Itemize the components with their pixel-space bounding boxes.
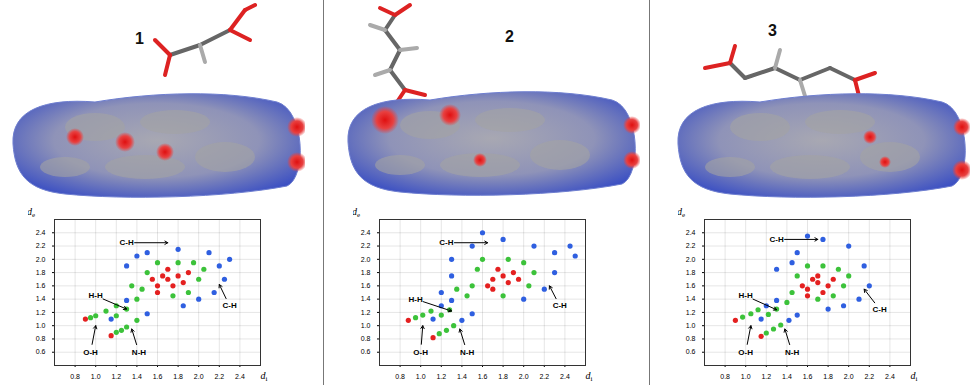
svg-text:de: de [28, 206, 35, 219]
svg-text:1.0: 1.0 [91, 373, 101, 380]
svg-text:2.4: 2.4 [560, 373, 570, 380]
svg-text:2.0: 2.0 [844, 373, 854, 380]
svg-text:2.2: 2.2 [539, 373, 549, 380]
svg-text:0.8: 0.8 [720, 373, 730, 380]
svg-text:N-H: N-H [132, 348, 146, 357]
svg-text:2.4: 2.4 [361, 229, 371, 236]
svg-text:di: di [261, 370, 268, 383]
svg-text:1.8: 1.8 [173, 373, 183, 380]
svg-text:di: di [586, 370, 593, 383]
svg-text:0.6: 0.6 [361, 348, 371, 355]
svg-text:2.0: 2.0 [36, 256, 46, 263]
svg-text:2.4: 2.4 [885, 373, 895, 380]
svg-text:1.4: 1.4 [361, 295, 371, 302]
svg-text:1.8: 1.8 [823, 373, 833, 380]
svg-text:1.8: 1.8 [361, 269, 371, 276]
svg-text:0.8: 0.8 [395, 373, 405, 380]
svg-text:1.4: 1.4 [132, 373, 142, 380]
svg-text:C-H: C-H [553, 301, 567, 310]
svg-text:0.8: 0.8 [36, 335, 46, 342]
svg-text:1.8: 1.8 [498, 373, 508, 380]
svg-text:1.6: 1.6 [153, 373, 163, 380]
svg-text:2.4: 2.4 [36, 229, 46, 236]
svg-text:2.0: 2.0 [194, 373, 204, 380]
svg-text:H-H: H-H [739, 291, 753, 300]
svg-text:1.6: 1.6 [36, 282, 46, 289]
svg-text:1.2: 1.2 [111, 373, 121, 380]
html-text:2: 2 [505, 28, 514, 45]
svg-text:H-H: H-H [408, 295, 422, 304]
svg-text:1.0: 1.0 [361, 322, 371, 329]
svg-text:C-H: C-H [872, 305, 886, 314]
svg-text:C-H: C-H [769, 235, 783, 244]
svg-text:1.2: 1.2 [761, 373, 771, 380]
svg-text:N-H: N-H [785, 348, 799, 357]
svg-text:2.0: 2.0 [361, 256, 371, 263]
svg-text:1.6: 1.6 [686, 282, 696, 289]
svg-text:0.6: 0.6 [686, 348, 696, 355]
svg-text:de: de [678, 206, 685, 219]
svg-text:2.4: 2.4 [235, 373, 245, 380]
svg-text:0.8: 0.8 [70, 373, 80, 380]
svg-text:2.2: 2.2 [36, 242, 46, 249]
svg-text:O-H: O-H [738, 348, 753, 357]
svg-text:de: de [353, 206, 360, 219]
svg-text:1.0: 1.0 [416, 373, 426, 380]
svg-text:0.6: 0.6 [36, 348, 46, 355]
svg-text:1.6: 1.6 [361, 282, 371, 289]
svg-text:1.4: 1.4 [457, 373, 467, 380]
svg-text:O-H: O-H [83, 348, 98, 357]
svg-text:N-H: N-H [460, 348, 474, 357]
svg-text:1.0: 1.0 [741, 373, 751, 380]
svg-text:O-H: O-H [413, 348, 428, 357]
svg-text:1.2: 1.2 [36, 309, 46, 316]
svg-text:di: di [911, 370, 918, 383]
svg-text:1.4: 1.4 [686, 295, 696, 302]
svg-text:2.2: 2.2 [214, 373, 224, 380]
svg-text:2.4: 2.4 [686, 229, 696, 236]
svg-text:1.0: 1.0 [36, 322, 46, 329]
svg-text:1.4: 1.4 [782, 373, 792, 380]
svg-text:1.6: 1.6 [478, 373, 488, 380]
svg-text:H-H: H-H [89, 291, 103, 300]
svg-text:1.4: 1.4 [36, 295, 46, 302]
html-text:1: 1 [135, 30, 144, 47]
svg-text:2.2: 2.2 [361, 242, 371, 249]
svg-text:C-H: C-H [222, 301, 236, 310]
svg-text:2.2: 2.2 [686, 242, 696, 249]
svg-text:2.2: 2.2 [864, 373, 874, 380]
svg-text:2.0: 2.0 [519, 373, 529, 380]
svg-text:2.0: 2.0 [686, 256, 696, 263]
svg-text:1.2: 1.2 [361, 309, 371, 316]
svg-text:1.2: 1.2 [686, 309, 696, 316]
svg-text:1.0: 1.0 [686, 322, 696, 329]
svg-text:1.8: 1.8 [686, 269, 696, 276]
html-text:3: 3 [768, 22, 777, 39]
svg-text:0.8: 0.8 [686, 335, 696, 342]
svg-text:C-H: C-H [119, 238, 133, 247]
svg-text:1.8: 1.8 [36, 269, 46, 276]
svg-text:C-H: C-H [439, 238, 453, 247]
svg-text:1.2: 1.2 [436, 373, 446, 380]
svg-text:0.8: 0.8 [361, 335, 371, 342]
svg-text:1.6: 1.6 [803, 373, 813, 380]
